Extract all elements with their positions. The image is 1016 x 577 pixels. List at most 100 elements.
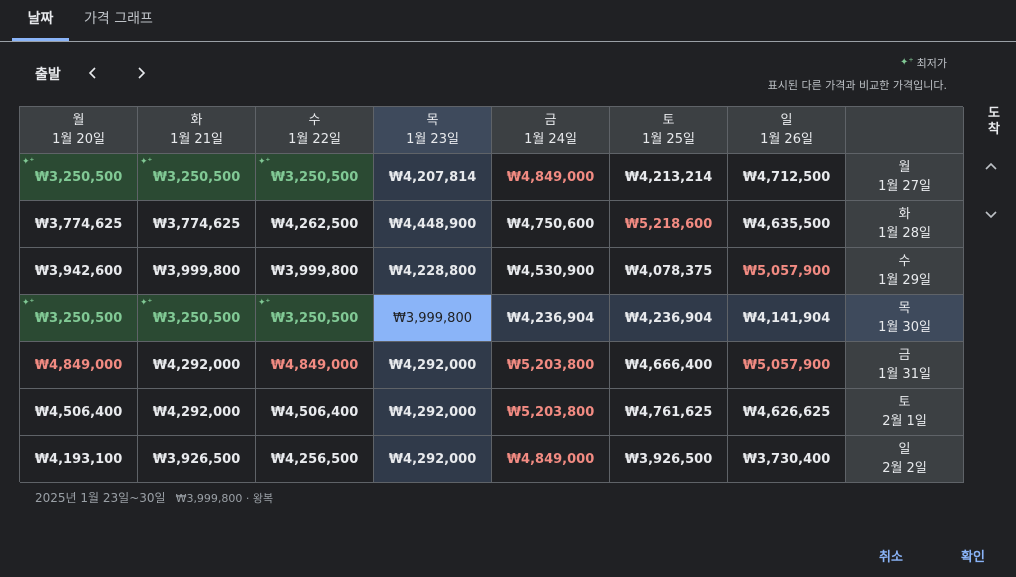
price-value: ₩4,626,625	[742, 404, 831, 420]
column-day: 수	[308, 113, 321, 128]
column-day: 토	[662, 113, 675, 128]
departure-label: 출발	[35, 67, 61, 83]
price-cell[interactable]: ₩5,203,800	[492, 389, 610, 436]
column-date: 1월 20일	[52, 132, 105, 147]
price-cell[interactable]: ₩4,256,500	[256, 436, 374, 483]
price-value: ₩4,207,814	[388, 169, 477, 185]
price-value: ₩4,236,904	[624, 310, 713, 326]
sparkle-icon: ✦⁺	[258, 157, 271, 167]
price-cell[interactable]: ₩4,506,400	[20, 389, 138, 436]
sparkle-icon: ✦⁺	[22, 298, 35, 308]
price-cell[interactable]: ✦⁺ ₩3,250,500	[138, 295, 256, 342]
price-cell[interactable]: ₩4,236,904	[610, 295, 728, 342]
price-cell[interactable]: ₩4,849,000	[492, 436, 610, 483]
sparkle-icon: ✦⁺	[258, 298, 271, 308]
price-cell[interactable]: ₩4,078,375	[610, 248, 728, 295]
price-cell[interactable]: ₩4,292,000	[374, 389, 492, 436]
price-cell[interactable]: ✦⁺ ₩3,250,500	[256, 154, 374, 201]
chevron-up-icon[interactable]	[981, 157, 1001, 177]
chevron-right-icon[interactable]	[131, 62, 151, 84]
price-value: ₩3,250,500	[34, 169, 123, 185]
price-cell[interactable]: ₩4,750,600	[492, 201, 610, 248]
price-cell[interactable]: ₩4,207,814	[374, 154, 492, 201]
price-value: ₩4,506,400	[34, 404, 123, 420]
price-cell[interactable]: ₩4,712,500	[728, 154, 846, 201]
price-cell[interactable]: ₩4,448,900	[374, 201, 492, 248]
price-cell[interactable]: ₩3,774,625	[138, 201, 256, 248]
price-value: ₩4,292,000	[388, 451, 477, 467]
column-day: 화	[190, 113, 203, 128]
price-cell[interactable]: ₩3,942,600	[20, 248, 138, 295]
price-value: ₩4,849,000	[34, 357, 123, 373]
price-cell[interactable]: ₩4,262,500	[256, 201, 374, 248]
price-value: ₩5,203,800	[506, 357, 595, 373]
price-cell[interactable]: ₩4,228,800	[374, 248, 492, 295]
chevron-down-icon[interactable]	[981, 204, 1001, 224]
row-date: 1월 27일	[878, 179, 931, 194]
column-header: 화 1월 21일	[138, 107, 256, 154]
price-value: ₩4,448,900	[388, 216, 477, 232]
price-value: ₩4,761,625	[624, 404, 713, 420]
price-value: ₩5,218,600	[624, 216, 713, 232]
price-cell[interactable]: ₩5,057,900	[728, 342, 846, 389]
price-cell[interactable]: ₩4,213,214	[610, 154, 728, 201]
price-cell[interactable]: ₩4,506,400	[256, 389, 374, 436]
confirm-button[interactable]: 확인	[961, 550, 985, 565]
tab-price-graph[interactable]: 가격 그래프	[84, 11, 153, 27]
selection-summary: 2025년 1월 23일~30일 ₩3,999,800 · 왕복	[35, 489, 273, 506]
price-cell[interactable]: ₩5,057,900	[728, 248, 846, 295]
price-cell[interactable]: ₩5,218,600	[610, 201, 728, 248]
price-cell[interactable]: ₩5,203,800	[492, 342, 610, 389]
price-value: ₩4,712,500	[742, 169, 831, 185]
price-cell[interactable]: ₩4,292,000	[374, 436, 492, 483]
column-date: 1월 23일	[406, 132, 459, 147]
price-cell[interactable]: ✦⁺ ₩3,250,500	[256, 295, 374, 342]
row-header: 금 1월 31일	[846, 342, 964, 389]
price-cell[interactable]: ₩4,292,000	[374, 342, 492, 389]
price-cell[interactable]: ₩4,849,000	[256, 342, 374, 389]
price-value: ₩3,730,400	[742, 451, 831, 467]
tab-dates[interactable]: 날짜	[12, 8, 69, 41]
price-cell[interactable]: ₩3,926,500	[610, 436, 728, 483]
price-cell[interactable]: ₩3,774,625	[20, 201, 138, 248]
row-header: 월 1월 27일	[846, 154, 964, 201]
row-header: 목 1월 30일	[846, 295, 964, 342]
cancel-button[interactable]: 취소	[879, 550, 903, 565]
price-cell[interactable]: ₩4,626,625	[728, 389, 846, 436]
price-value: ₩4,666,400	[624, 357, 713, 373]
price-cell[interactable]: ₩3,999,800	[138, 248, 256, 295]
price-cell[interactable]: ₩4,292,000	[138, 342, 256, 389]
sparkle-icon: ✦⁺	[899, 57, 914, 68]
column-date: 1월 25일	[642, 132, 695, 147]
column-header: 금 1월 24일	[492, 107, 610, 154]
price-value: ₩3,926,500	[624, 451, 713, 467]
column-day: 금	[544, 113, 557, 128]
price-cell[interactable]: ✦⁺ ₩3,250,500	[20, 295, 138, 342]
price-cell[interactable]: ₩4,236,904	[492, 295, 610, 342]
price-value: ₩3,774,625	[34, 216, 123, 232]
column-day: 목	[426, 113, 439, 128]
price-cell[interactable]: ₩4,849,000	[492, 154, 610, 201]
price-value: ₩3,250,500	[152, 310, 241, 326]
row-day: 화	[898, 207, 911, 222]
price-cell[interactable]: ₩4,292,000	[138, 389, 256, 436]
price-cell[interactable]: ₩4,141,904	[728, 295, 846, 342]
price-value: ₩5,203,800	[506, 404, 595, 420]
price-cell[interactable]: ₩3,730,400	[728, 436, 846, 483]
price-cell[interactable]: ₩3,999,800	[374, 295, 492, 342]
row-header: 일 2월 2일	[846, 436, 964, 483]
price-cell[interactable]: ₩4,761,625	[610, 389, 728, 436]
price-cell[interactable]: ₩4,530,900	[492, 248, 610, 295]
chevron-left-icon[interactable]	[83, 62, 103, 84]
price-value: ₩5,057,900	[742, 357, 831, 373]
price-cell[interactable]: ₩4,666,400	[610, 342, 728, 389]
row-date: 1월 28일	[878, 226, 931, 241]
price-cell[interactable]: ₩3,999,800	[256, 248, 374, 295]
price-value: ₩4,228,800	[388, 263, 477, 279]
price-cell[interactable]: ₩4,849,000	[20, 342, 138, 389]
price-cell[interactable]: ₩3,926,500	[138, 436, 256, 483]
price-cell[interactable]: ✦⁺ ₩3,250,500	[138, 154, 256, 201]
price-cell[interactable]: ₩4,635,500	[728, 201, 846, 248]
price-cell[interactable]: ₩4,193,100	[20, 436, 138, 483]
price-cell[interactable]: ✦⁺ ₩3,250,500	[20, 154, 138, 201]
